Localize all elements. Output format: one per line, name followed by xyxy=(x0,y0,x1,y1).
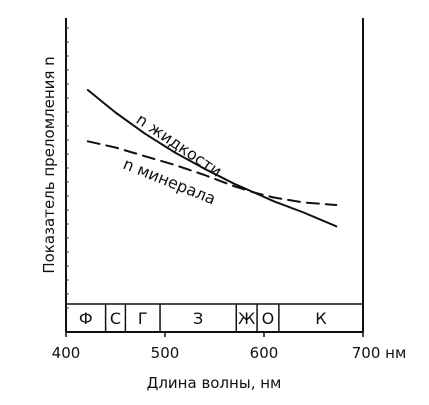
x-tick-label: 500 xyxy=(151,344,180,362)
y-axis-label: Показатель преломления n xyxy=(40,56,58,273)
band-label: О xyxy=(262,309,275,328)
band-label: Г xyxy=(138,309,148,328)
series-group xyxy=(86,89,338,228)
x-tick-label: 400 xyxy=(52,344,81,362)
x-tick-label: 600 xyxy=(250,344,279,362)
band-label: С xyxy=(110,309,121,328)
band-label: К xyxy=(315,309,327,328)
x-tick-label: 700 нм xyxy=(352,344,407,362)
series-line-mineral xyxy=(86,140,338,206)
band-strip-frame xyxy=(65,303,364,333)
series-line-liquid xyxy=(86,89,338,228)
x-tick-labels: 400 500 600 700 нм xyxy=(52,332,407,362)
band-label: З xyxy=(193,309,203,328)
band-label: Ж xyxy=(238,309,255,328)
band-label: Ф xyxy=(79,309,93,328)
x-axis-label: Длина волны, нм xyxy=(147,374,282,392)
